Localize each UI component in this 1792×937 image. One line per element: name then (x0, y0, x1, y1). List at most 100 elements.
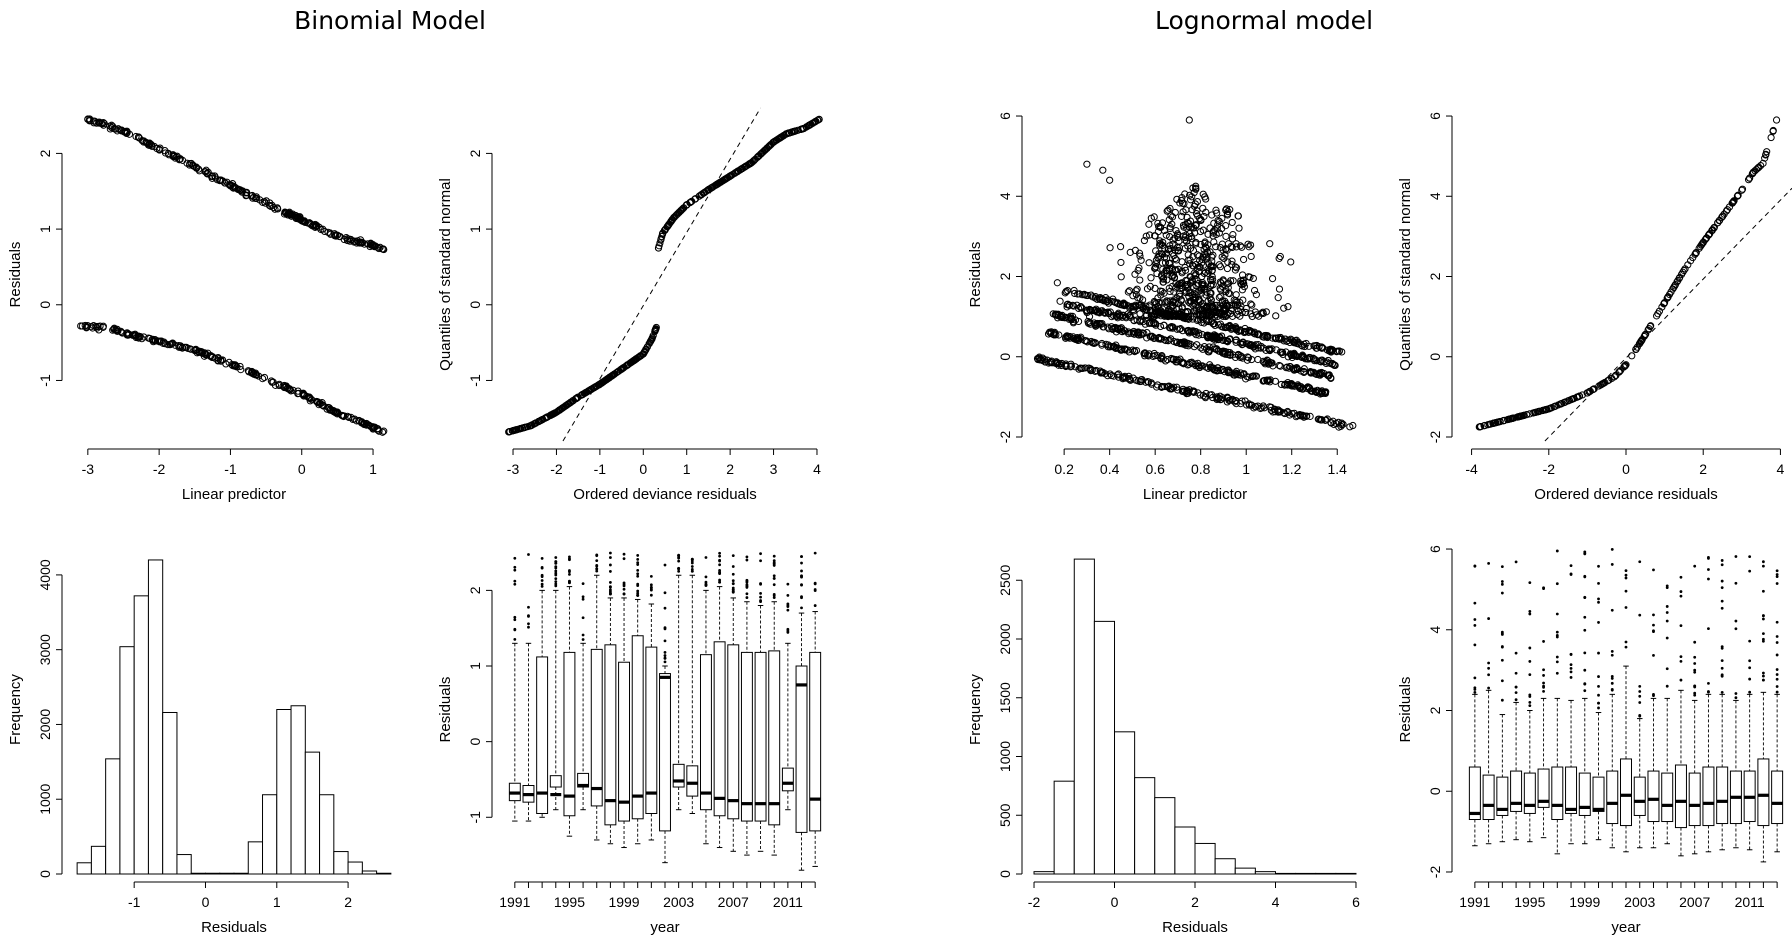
data-point (1177, 196, 1185, 205)
y-tick-label: 2500 (997, 564, 1013, 595)
data-point (145, 141, 154, 149)
data-point (659, 229, 667, 237)
data-point (1313, 357, 1321, 365)
y-tick-label: 0 (37, 870, 53, 878)
data-point (1260, 358, 1268, 367)
data-point (1299, 384, 1307, 392)
data-point (1280, 304, 1288, 312)
x-tick-label: 0 (639, 461, 647, 477)
outlier-point (731, 572, 735, 576)
box-2011 (781, 582, 794, 811)
outlier-point (513, 556, 517, 560)
outlier-point (1597, 693, 1600, 697)
data-point (1223, 246, 1231, 254)
outlier-point (677, 569, 681, 573)
outlier-point (1638, 694, 1642, 698)
outlier-point (1500, 645, 1504, 649)
outlier-point (1679, 624, 1683, 627)
box-2000 (631, 554, 644, 845)
box-2004 (686, 557, 699, 814)
data-point (1179, 208, 1187, 216)
data-point (1105, 309, 1113, 317)
data-point (1247, 328, 1256, 336)
data-point (1284, 381, 1292, 389)
data-point (654, 244, 663, 252)
outlier-point (1652, 653, 1655, 657)
data-point (168, 339, 176, 348)
outlier-point (1734, 619, 1738, 623)
data-point (1247, 241, 1255, 249)
data-point (1151, 284, 1159, 293)
outlier-point (554, 571, 558, 575)
box-2001 (1606, 547, 1619, 849)
data-point (1057, 361, 1065, 370)
box-2007 (727, 554, 740, 852)
data-point (1215, 261, 1223, 269)
data-point (232, 184, 240, 192)
y-tick-label: 1 (37, 225, 53, 233)
data-point (1116, 243, 1125, 251)
outlier-point (1761, 637, 1765, 641)
outlier-point (1555, 655, 1559, 659)
data-point (1218, 298, 1226, 307)
outlier-point (1542, 684, 1545, 688)
data-point (1541, 406, 1549, 414)
data-point (1084, 291, 1092, 300)
outlier-point (1624, 589, 1628, 593)
data-point (1183, 327, 1192, 335)
data-point (1568, 395, 1576, 403)
y-tick-label: 0 (37, 301, 53, 309)
data-point (1160, 321, 1168, 329)
histogram-bar (90, 845, 107, 875)
x-tick-label: 0.4 (1100, 461, 1120, 477)
outlier-point (786, 629, 790, 633)
data-point (1769, 127, 1777, 135)
data-point (305, 393, 314, 401)
data-point (1213, 395, 1221, 404)
x-tick-label: 2003 (1624, 894, 1655, 910)
data-point (1061, 289, 1069, 297)
outlier-point (813, 581, 817, 585)
data-point (1201, 238, 1209, 246)
x-tick-label: 1 (369, 461, 377, 477)
outlier-point (1720, 586, 1724, 590)
data-point (1149, 333, 1157, 341)
histogram-bar (204, 872, 221, 875)
data-point (1722, 207, 1731, 215)
data-point (1171, 254, 1179, 263)
outlier-point (1775, 620, 1779, 624)
outlier-point (663, 656, 667, 660)
histogram-bar (1174, 826, 1196, 875)
data-point (269, 203, 278, 212)
data-point (1183, 307, 1191, 316)
outlier-point (1638, 714, 1642, 718)
box-2002 (1620, 569, 1632, 853)
histogram-bar (1274, 872, 1297, 875)
outlier-point (786, 608, 790, 612)
data-point (1088, 366, 1096, 374)
data-point (1137, 331, 1145, 339)
data-point (1183, 386, 1191, 394)
data-point (1206, 275, 1215, 283)
data-point (1190, 283, 1198, 292)
data-point (1168, 213, 1177, 221)
outlier-point (1528, 700, 1532, 704)
data-point (207, 172, 216, 181)
data-point (1294, 382, 1302, 390)
outlier-point (1597, 684, 1600, 688)
outlier-point (1610, 681, 1614, 685)
outlier-point (1693, 564, 1697, 568)
histogram-bar (276, 709, 292, 875)
outlier-point (608, 551, 612, 555)
data-point (295, 215, 303, 223)
outlier-point (1569, 573, 1573, 576)
data-point (265, 201, 274, 210)
y-tick-label: 6 (997, 112, 1013, 120)
outlier-point (731, 582, 735, 586)
outlier-point (1500, 580, 1504, 583)
outlier-point (1597, 564, 1600, 568)
data-point (1114, 370, 1123, 378)
outlier-point (1679, 590, 1683, 593)
